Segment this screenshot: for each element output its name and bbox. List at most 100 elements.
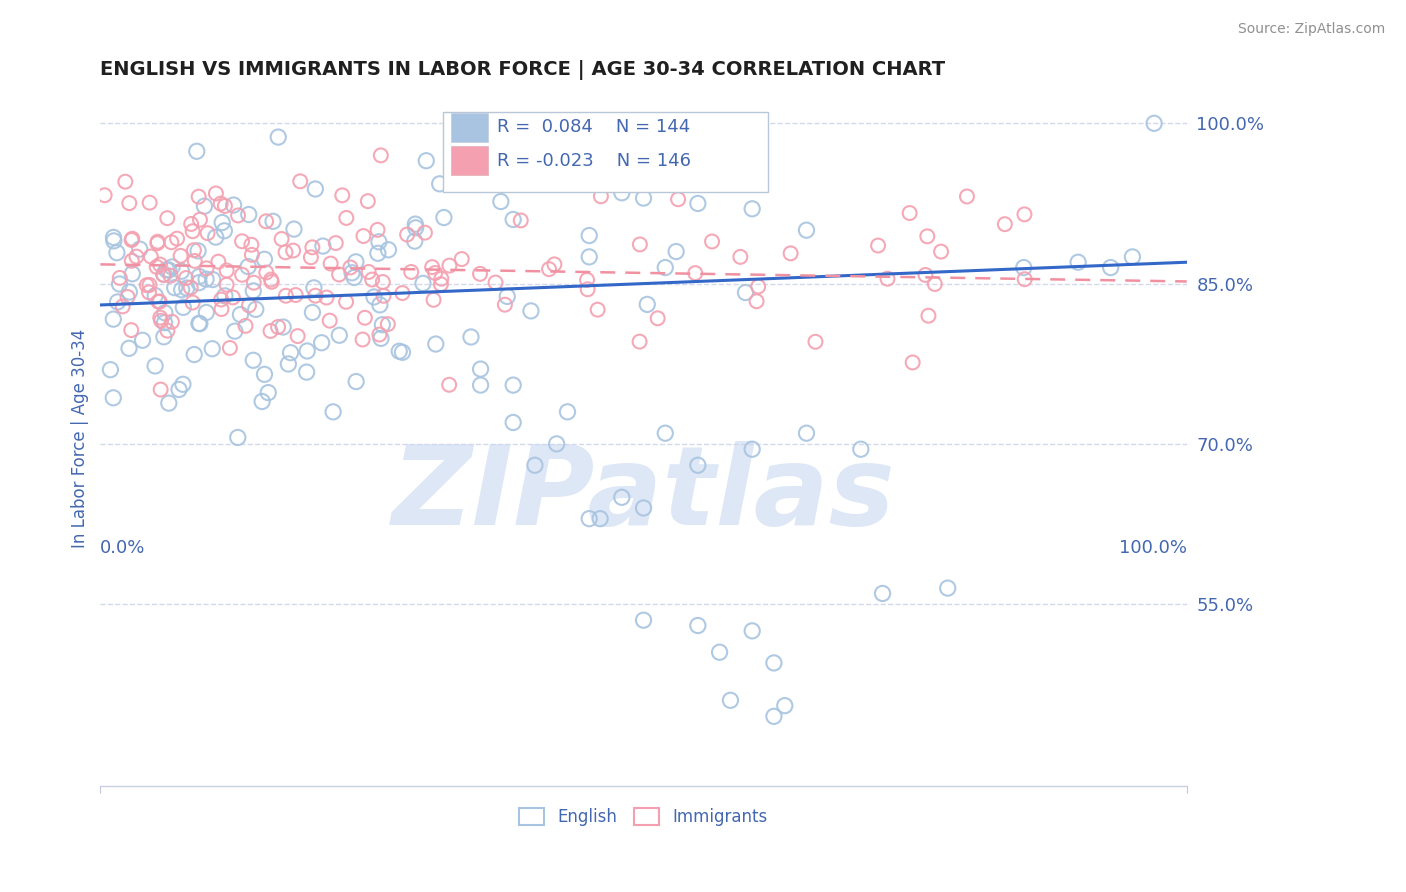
Point	[796, 426, 818, 441]
Point	[318, 313, 340, 327]
Point	[207, 254, 229, 268]
Point	[319, 256, 342, 270]
Point	[956, 189, 979, 203]
Text: ZIPatlas: ZIPatlas	[392, 441, 896, 548]
Point	[157, 396, 180, 410]
Point	[100, 362, 122, 376]
Point	[340, 266, 363, 280]
Point	[741, 442, 763, 457]
Point	[128, 242, 150, 256]
Point	[222, 198, 245, 212]
Point	[339, 260, 361, 275]
Point	[146, 235, 169, 249]
Point	[745, 294, 768, 309]
Point	[1067, 255, 1090, 269]
Point	[370, 331, 392, 345]
Point	[914, 268, 936, 282]
Point	[872, 586, 894, 600]
Point	[205, 186, 228, 201]
Point	[460, 330, 482, 344]
Point	[415, 153, 437, 168]
Point	[686, 618, 709, 632]
Point	[377, 243, 399, 257]
Point	[546, 437, 568, 451]
Text: R = -0.023    N = 146: R = -0.023 N = 146	[496, 152, 690, 169]
Point	[589, 511, 612, 525]
Point	[779, 246, 801, 260]
Point	[231, 234, 253, 248]
Point	[371, 318, 394, 332]
Point	[114, 175, 136, 189]
Point	[322, 405, 344, 419]
Point	[172, 377, 194, 392]
Point	[368, 298, 391, 312]
Point	[143, 288, 166, 302]
Point	[430, 277, 453, 292]
Point	[519, 178, 541, 192]
Point	[633, 500, 655, 515]
Point	[253, 368, 276, 382]
Point	[450, 252, 472, 266]
Point	[146, 236, 169, 251]
Point	[242, 353, 264, 368]
Point	[489, 194, 512, 209]
Point	[238, 207, 260, 221]
Point	[214, 199, 236, 213]
Point	[325, 235, 347, 250]
Point	[259, 324, 281, 338]
Point	[209, 293, 232, 307]
Point	[994, 217, 1017, 231]
Point	[117, 290, 139, 304]
Point	[405, 220, 427, 235]
Text: ENGLISH VS IMMIGRANTS IN LABOR FORCE | AGE 30-34 CORRELATION CHART: ENGLISH VS IMMIGRANTS IN LABOR FORCE | A…	[100, 60, 945, 79]
Point	[153, 267, 176, 281]
Point	[849, 442, 872, 457]
Point	[433, 211, 456, 225]
Point	[361, 272, 384, 286]
Point	[709, 645, 731, 659]
Point	[353, 310, 375, 325]
Point	[188, 212, 211, 227]
Point	[187, 244, 209, 258]
Point	[422, 293, 444, 307]
Point	[636, 297, 658, 311]
Point	[167, 383, 190, 397]
Point	[412, 277, 434, 291]
Point	[388, 344, 411, 359]
Point	[150, 314, 173, 328]
Point	[118, 341, 141, 355]
Point	[633, 613, 655, 627]
Point	[1099, 260, 1122, 275]
Legend: English, Immigrants: English, Immigrants	[513, 802, 775, 833]
Point	[344, 255, 367, 269]
Point	[868, 238, 890, 252]
Point	[215, 263, 238, 277]
Point	[121, 253, 143, 268]
Point	[610, 491, 633, 505]
Point	[470, 362, 492, 376]
Point	[686, 458, 709, 473]
Point	[280, 345, 302, 359]
Point	[156, 324, 179, 338]
Point	[111, 300, 134, 314]
Point	[211, 215, 233, 229]
Point	[166, 232, 188, 246]
Point	[215, 277, 238, 292]
Point	[138, 285, 160, 300]
Point	[267, 130, 290, 145]
Point	[193, 199, 215, 213]
Point	[214, 224, 236, 238]
Point	[352, 333, 374, 347]
Point	[686, 196, 709, 211]
Point	[107, 294, 129, 309]
Point	[188, 317, 211, 331]
Point	[176, 281, 198, 295]
Point	[160, 315, 183, 329]
Point	[163, 281, 186, 295]
Point	[245, 302, 267, 317]
Point	[172, 301, 194, 315]
Point	[437, 377, 460, 392]
Point	[368, 327, 391, 342]
Point	[370, 148, 392, 162]
Point	[153, 306, 176, 320]
